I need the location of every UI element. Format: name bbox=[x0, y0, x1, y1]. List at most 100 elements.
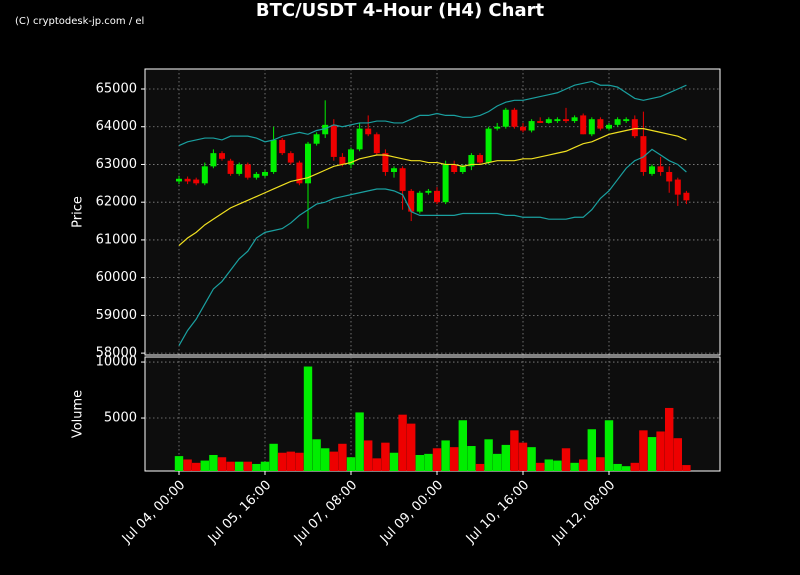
volume-bar bbox=[235, 461, 244, 471]
volume-bar bbox=[682, 465, 691, 471]
volume-bar bbox=[269, 443, 278, 471]
volume-bar bbox=[174, 456, 184, 471]
candle-body bbox=[322, 124, 329, 135]
candle-body bbox=[597, 119, 604, 129]
volume-bar bbox=[656, 431, 665, 471]
candle-body bbox=[262, 172, 268, 176]
candle-body bbox=[520, 126, 526, 131]
candle-body bbox=[373, 134, 380, 154]
volume-bar bbox=[355, 412, 364, 471]
candle-body bbox=[425, 190, 432, 193]
volume-bar bbox=[312, 439, 321, 471]
candle-body bbox=[296, 162, 303, 184]
volume-bar bbox=[579, 459, 588, 471]
volume-bar bbox=[484, 439, 493, 471]
volume-bar bbox=[424, 453, 433, 471]
volume-bar bbox=[510, 430, 519, 471]
candle-body bbox=[193, 179, 200, 184]
price-panel bbox=[144, 68, 721, 356]
volume-bar bbox=[467, 446, 476, 471]
volume-bar bbox=[432, 448, 442, 471]
candle-body bbox=[511, 109, 518, 127]
volume-bar bbox=[303, 366, 313, 471]
x-tick-label: Jul 07, 08:00 bbox=[291, 478, 360, 547]
candle-body bbox=[468, 155, 475, 167]
candle-body bbox=[279, 139, 286, 154]
x-tick-label: Jul 12, 08:00 bbox=[549, 478, 618, 547]
candle-body bbox=[485, 128, 492, 163]
y-tick-label: 58000 bbox=[96, 346, 137, 361]
volume-bar bbox=[192, 462, 201, 471]
candle-body bbox=[399, 168, 406, 191]
volume-bar bbox=[518, 442, 528, 471]
candle-body bbox=[477, 155, 483, 163]
volume-bar bbox=[217, 457, 227, 471]
band-line bbox=[178, 148, 687, 346]
volume-bar bbox=[561, 448, 571, 471]
candle-body bbox=[554, 119, 561, 122]
candle-body bbox=[287, 153, 294, 163]
candle-body bbox=[244, 164, 251, 178]
volume-bar bbox=[295, 452, 304, 471]
candle-body bbox=[391, 168, 397, 173]
volume-bar bbox=[321, 448, 330, 471]
volume-bar bbox=[226, 461, 235, 471]
candle-body bbox=[502, 109, 509, 127]
volume-bar bbox=[338, 443, 347, 471]
y-tick-label: 62000 bbox=[96, 195, 137, 210]
candle-body bbox=[459, 166, 466, 173]
candle-body bbox=[451, 164, 458, 173]
candle-body bbox=[184, 178, 191, 182]
volume-bar bbox=[407, 423, 416, 471]
volume-bar bbox=[553, 460, 562, 471]
y-tick-label: 61000 bbox=[96, 232, 137, 247]
volume-bar bbox=[260, 461, 270, 471]
candle-body bbox=[236, 164, 243, 174]
candle-body bbox=[545, 119, 552, 123]
x-tick-label: Jul 04, 00:00 bbox=[119, 478, 188, 547]
x-tick-label: Jul 05, 16:00 bbox=[205, 478, 274, 547]
candle-body bbox=[210, 153, 217, 167]
candle-body bbox=[270, 139, 277, 173]
volume-bar bbox=[458, 420, 467, 471]
volume-bar bbox=[587, 429, 596, 471]
volume-bar bbox=[630, 462, 639, 471]
candle-body bbox=[201, 166, 208, 184]
x-tick-label: Jul 09, 00:00 bbox=[377, 478, 446, 547]
candle-body bbox=[563, 119, 569, 122]
x-tick-label: Jul 10, 16:00 bbox=[463, 478, 532, 547]
y-tick-label: 59000 bbox=[96, 308, 137, 323]
volume-tick-label: 10000 bbox=[96, 355, 137, 370]
candle-body bbox=[571, 117, 578, 122]
candle-body bbox=[416, 192, 423, 212]
volume-bar bbox=[364, 440, 373, 471]
candle-body bbox=[640, 136, 647, 173]
candle-body bbox=[330, 124, 337, 157]
y-tick-label: 60000 bbox=[96, 270, 137, 285]
candle-body bbox=[176, 178, 182, 182]
band-line bbox=[178, 80, 687, 147]
volume-bar bbox=[389, 452, 399, 471]
candle-body bbox=[365, 128, 372, 135]
volume-bar bbox=[200, 460, 209, 471]
candle-body bbox=[494, 126, 501, 129]
volume-bar bbox=[536, 462, 545, 471]
candle-body bbox=[313, 134, 320, 144]
volume-bar bbox=[329, 451, 338, 471]
candle-body bbox=[614, 119, 621, 125]
volume-bar bbox=[278, 452, 287, 471]
volume-tick-label: 5000 bbox=[104, 411, 137, 426]
volume-bar bbox=[544, 459, 553, 471]
volume-bar bbox=[665, 407, 674, 471]
candle-body bbox=[623, 119, 630, 122]
volume-bar bbox=[604, 420, 614, 471]
volume-bar bbox=[596, 457, 605, 471]
band-line bbox=[178, 128, 687, 247]
volume-bar bbox=[243, 461, 252, 471]
candle-body bbox=[649, 166, 655, 174]
candle-body bbox=[657, 166, 664, 173]
volume-bar bbox=[647, 437, 657, 471]
candle-body bbox=[580, 115, 587, 135]
candle-body bbox=[434, 190, 440, 203]
volume-bar bbox=[475, 463, 485, 471]
